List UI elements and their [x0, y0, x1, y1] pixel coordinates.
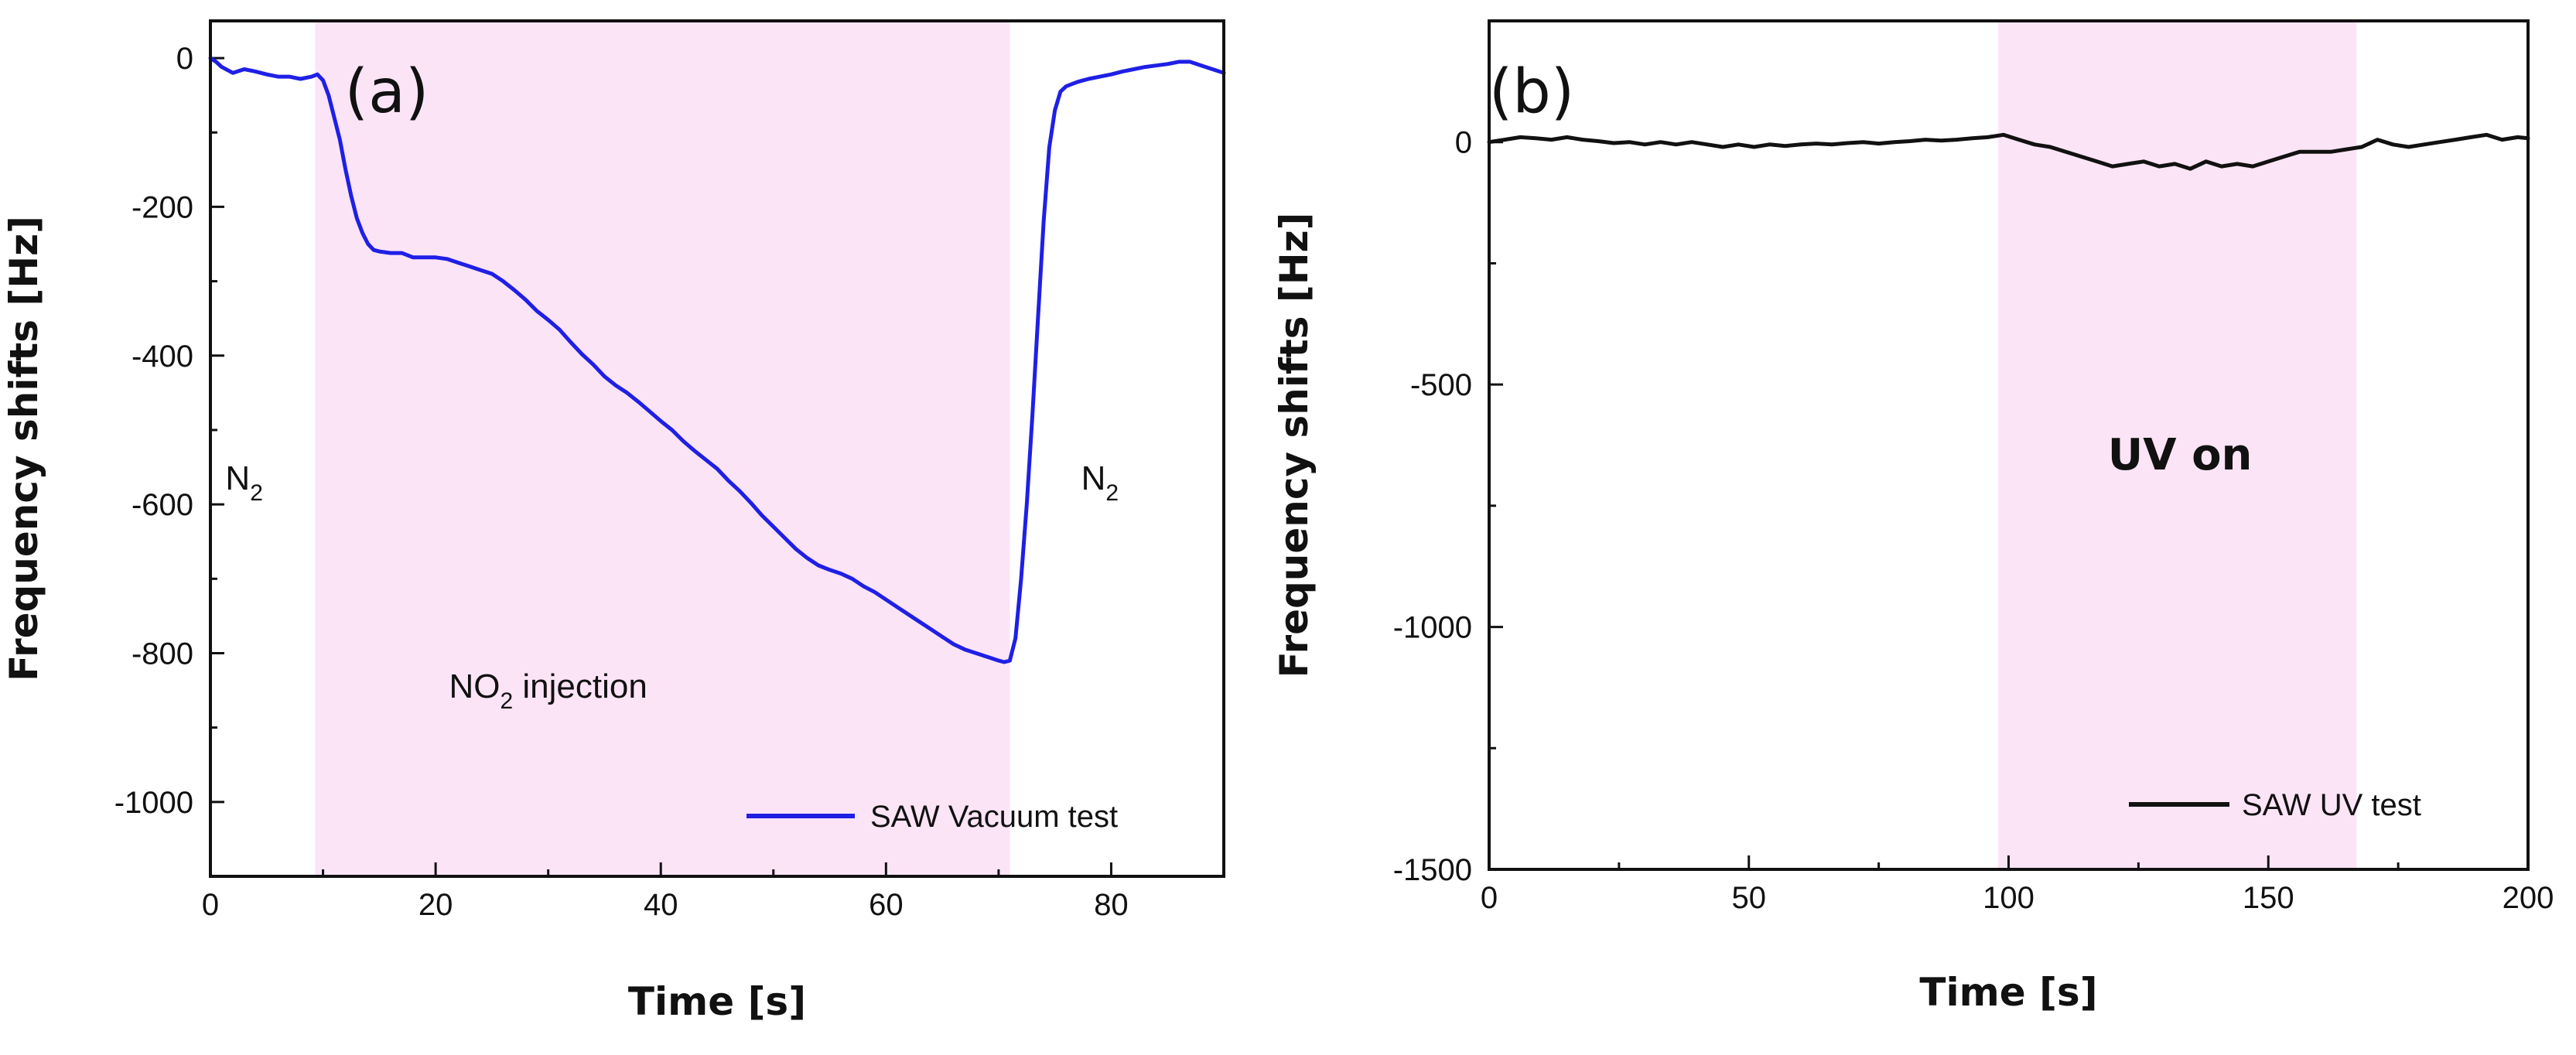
panel-b-series-line-0 — [1487, 132, 2530, 171]
panel-b-x-tick-label: 0 — [1481, 881, 1498, 915]
panel-a-annotation-suffix: injection — [513, 667, 647, 705]
panel-b-plot-frame — [1488, 19, 2530, 871]
panel-a-shaded-region — [315, 21, 1010, 876]
panel-a-annotation: N2 — [225, 459, 262, 506]
panel-b-y-axis-title: Frequency shifts [Hz] — [1272, 212, 1317, 678]
panel-b-shaded-region — [1998, 21, 2357, 869]
panel-b-x-tick-label: 200 — [2503, 881, 2554, 915]
panel-b-x-axis-title: Time [s] — [1919, 970, 2097, 1015]
panel-b-x-tick-label: 100 — [1983, 881, 2034, 915]
panel-a-y-axis-title: Frequency shifts [Hz] — [2, 216, 46, 681]
panel-b-annotation-text: UV on — [2108, 430, 2253, 480]
panel-b-y-tick-label: -1000 — [1393, 611, 1472, 645]
panel-b-x-tick-label: 50 — [1732, 881, 1767, 915]
panel-b-y-tick-label: 0 — [1455, 126, 1472, 160]
panel-a-annotation: N2 — [1081, 459, 1119, 506]
panel-a-annotation-text: N — [1081, 459, 1106, 497]
panel-a-y-tick-label: -600 — [132, 488, 193, 522]
panel-b-x-tick-label: 150 — [2243, 881, 2294, 915]
panel-a-legend-label: SAW Vacuum test — [870, 800, 1118, 834]
panel-a-plot-frame — [209, 19, 1225, 878]
panel-a-x-tick-label: 0 — [202, 888, 219, 922]
panel-b-panel-label: (b) — [1489, 57, 1574, 127]
panel-a-annotation-text: NO — [449, 667, 500, 705]
panel-b-legend-label: SAW UV test — [2242, 788, 2421, 822]
panel-b-y-tick-label: -1500 — [1393, 853, 1472, 887]
panel-a-x-tick-label: 80 — [1094, 888, 1129, 922]
panel-a-x-tick-label: 20 — [419, 888, 453, 922]
panel-a-annotation-subscript: 2 — [250, 480, 263, 506]
panel-a-y-tick-label: -200 — [132, 190, 193, 224]
panel-a-panel-label: (a) — [345, 57, 429, 127]
panel-a-x-axis-title: Time [s] — [628, 979, 806, 1024]
panel-a-x-tick-label: 40 — [644, 888, 678, 922]
panel-b-annotation: UV on — [2108, 430, 2253, 480]
panel-b-y-tick-label: -500 — [1410, 368, 1472, 402]
panel-a-y-tick-label: -1000 — [114, 786, 193, 820]
panel-a-annotation-text: N — [225, 459, 250, 497]
panel-b-group: 0 50 100 150 200 0 -500 -1000 -1500 UV on (b) SAW U… — [1272, 19, 2554, 1015]
panel-a-x-tick-label: 60 — [869, 888, 904, 922]
panel-a-annotation-subscript: 2 — [500, 688, 513, 714]
panel-a-annotation: NO2 injection — [449, 667, 647, 714]
panel-a-y-tick-label: 0 — [176, 42, 193, 76]
panel-a-annotation-subscript: 2 — [1105, 480, 1119, 506]
panel-a-y-tick-label: -400 — [132, 340, 193, 374]
panel-a-y-tick-label: -800 — [132, 637, 193, 671]
panel-a-series-line-0 — [208, 56, 1226, 664]
